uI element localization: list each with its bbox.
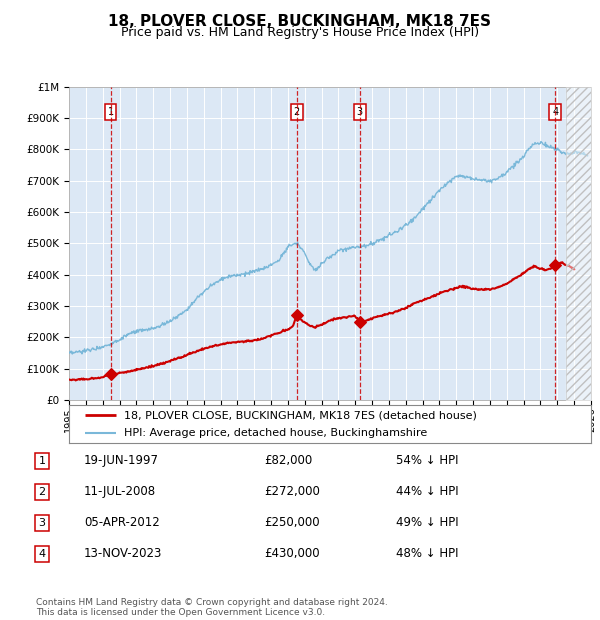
Text: 49% ↓ HPI: 49% ↓ HPI — [396, 516, 458, 529]
Text: 2: 2 — [38, 487, 46, 497]
Point — [550, 260, 560, 270]
Text: £82,000: £82,000 — [264, 454, 312, 467]
Point — [355, 317, 365, 327]
Text: Price paid vs. HM Land Registry's House Price Index (HPI): Price paid vs. HM Land Registry's House … — [121, 26, 479, 39]
Text: £272,000: £272,000 — [264, 485, 320, 498]
Text: 1: 1 — [38, 456, 46, 466]
Text: This data is licensed under the Open Government Licence v3.0.: This data is licensed under the Open Gov… — [36, 608, 325, 617]
Text: Contains HM Land Registry data © Crown copyright and database right 2024.: Contains HM Land Registry data © Crown c… — [36, 598, 388, 607]
Text: 3: 3 — [357, 107, 363, 117]
Point — [106, 370, 115, 379]
Text: 4: 4 — [552, 107, 558, 117]
Text: 13-NOV-2023: 13-NOV-2023 — [84, 547, 163, 560]
Text: 18, PLOVER CLOSE, BUCKINGHAM, MK18 7ES (detached house): 18, PLOVER CLOSE, BUCKINGHAM, MK18 7ES (… — [124, 410, 476, 420]
Point — [292, 310, 302, 320]
Text: £430,000: £430,000 — [264, 547, 320, 560]
Text: 05-APR-2012: 05-APR-2012 — [84, 516, 160, 529]
Text: 11-JUL-2008: 11-JUL-2008 — [84, 485, 156, 498]
Text: HPI: Average price, detached house, Buckinghamshire: HPI: Average price, detached house, Buck… — [124, 428, 427, 438]
Text: 18, PLOVER CLOSE, BUCKINGHAM, MK18 7ES: 18, PLOVER CLOSE, BUCKINGHAM, MK18 7ES — [109, 14, 491, 29]
Text: 2: 2 — [294, 107, 300, 117]
Text: 54% ↓ HPI: 54% ↓ HPI — [396, 454, 458, 467]
Text: £250,000: £250,000 — [264, 516, 320, 529]
Text: 3: 3 — [38, 518, 46, 528]
Text: 1: 1 — [107, 107, 113, 117]
Text: 48% ↓ HPI: 48% ↓ HPI — [396, 547, 458, 560]
Text: 19-JUN-1997: 19-JUN-1997 — [84, 454, 159, 467]
Text: 4: 4 — [38, 549, 46, 559]
Text: 44% ↓ HPI: 44% ↓ HPI — [396, 485, 458, 498]
